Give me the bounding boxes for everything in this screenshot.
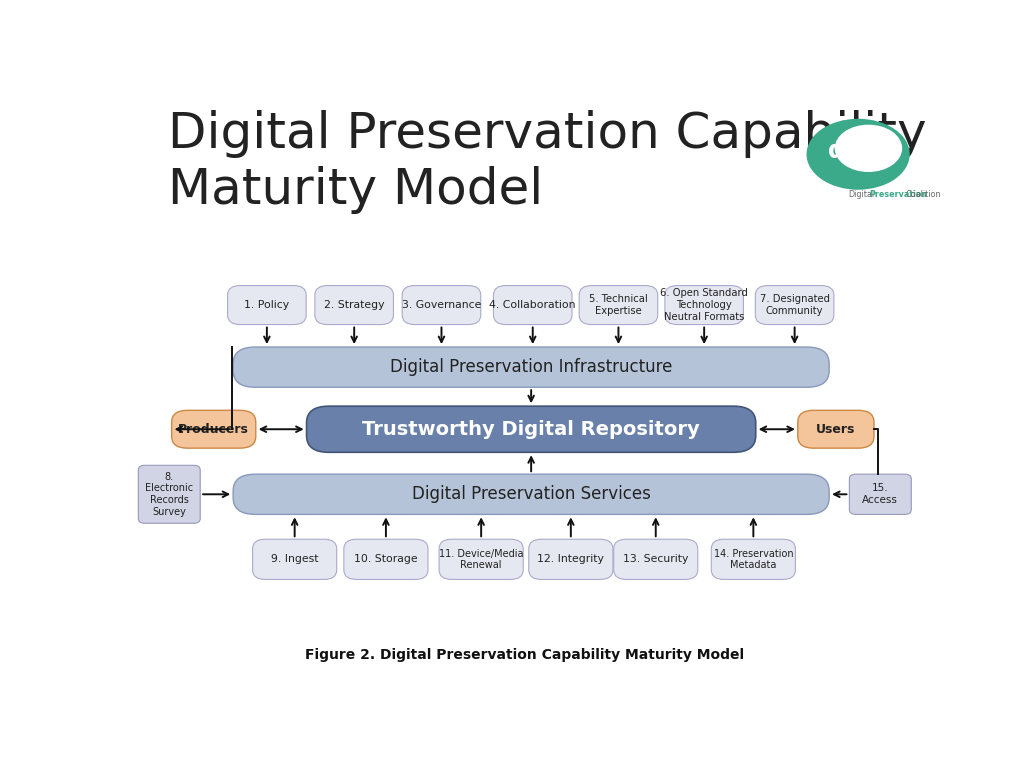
FancyBboxPatch shape <box>580 286 657 325</box>
Text: 4. Collaboration: 4. Collaboration <box>489 300 575 310</box>
Text: Digital Preservation Infrastructure: Digital Preservation Infrastructure <box>390 358 673 376</box>
Text: 8.
Electronic
Records
Survey: 8. Electronic Records Survey <box>145 472 194 517</box>
FancyBboxPatch shape <box>172 410 256 449</box>
FancyBboxPatch shape <box>227 286 306 325</box>
Text: 12. Integrity: 12. Integrity <box>538 554 604 564</box>
Text: 2. Strategy: 2. Strategy <box>324 300 384 310</box>
FancyBboxPatch shape <box>233 474 829 515</box>
FancyBboxPatch shape <box>344 539 428 579</box>
FancyBboxPatch shape <box>439 539 523 579</box>
FancyBboxPatch shape <box>849 474 911 515</box>
Text: Preservation: Preservation <box>869 190 928 199</box>
Ellipse shape <box>835 124 902 172</box>
FancyBboxPatch shape <box>798 410 873 449</box>
Text: Figure 2. Digital Preservation Capability Maturity Model: Figure 2. Digital Preservation Capabilit… <box>305 648 744 662</box>
FancyBboxPatch shape <box>712 539 796 579</box>
FancyBboxPatch shape <box>613 539 697 579</box>
Text: 13. Security: 13. Security <box>623 554 688 564</box>
Text: Coalition: Coalition <box>906 190 941 199</box>
Text: 9. Ingest: 9. Ingest <box>271 554 318 564</box>
Text: 1. Policy: 1. Policy <box>245 300 290 310</box>
Text: 11. Device/Media
Renewal: 11. Device/Media Renewal <box>439 548 523 570</box>
FancyBboxPatch shape <box>528 539 613 579</box>
Text: dpc: dpc <box>827 139 876 163</box>
Text: Producers: Producers <box>178 422 249 435</box>
Text: Digital Preservation Services: Digital Preservation Services <box>412 485 650 503</box>
FancyBboxPatch shape <box>306 406 756 452</box>
FancyBboxPatch shape <box>665 286 743 325</box>
Text: 5. Technical
Expertise: 5. Technical Expertise <box>589 294 648 316</box>
Text: 15.
Access: 15. Access <box>862 484 898 505</box>
Text: 7. Designated
Community: 7. Designated Community <box>760 294 829 316</box>
FancyBboxPatch shape <box>756 286 834 325</box>
FancyBboxPatch shape <box>315 286 393 325</box>
Text: Digital Preservation Capability
Maturity Model: Digital Preservation Capability Maturity… <box>168 110 927 214</box>
FancyBboxPatch shape <box>402 286 480 325</box>
Text: Trustworthy Digital Repository: Trustworthy Digital Repository <box>362 420 700 439</box>
Ellipse shape <box>807 119 909 190</box>
FancyBboxPatch shape <box>138 465 201 523</box>
FancyBboxPatch shape <box>253 539 337 579</box>
Text: Digital: Digital <box>849 190 874 199</box>
FancyBboxPatch shape <box>494 286 572 325</box>
FancyBboxPatch shape <box>233 347 829 387</box>
Text: Users: Users <box>816 422 856 435</box>
Text: 10. Storage: 10. Storage <box>354 554 418 564</box>
Text: 3. Governance: 3. Governance <box>401 300 481 310</box>
Text: 6. Open Standard
Technology
Neutral Formats: 6. Open Standard Technology Neutral Form… <box>660 289 749 322</box>
Text: 14. Preservation
Metadata: 14. Preservation Metadata <box>714 548 794 570</box>
